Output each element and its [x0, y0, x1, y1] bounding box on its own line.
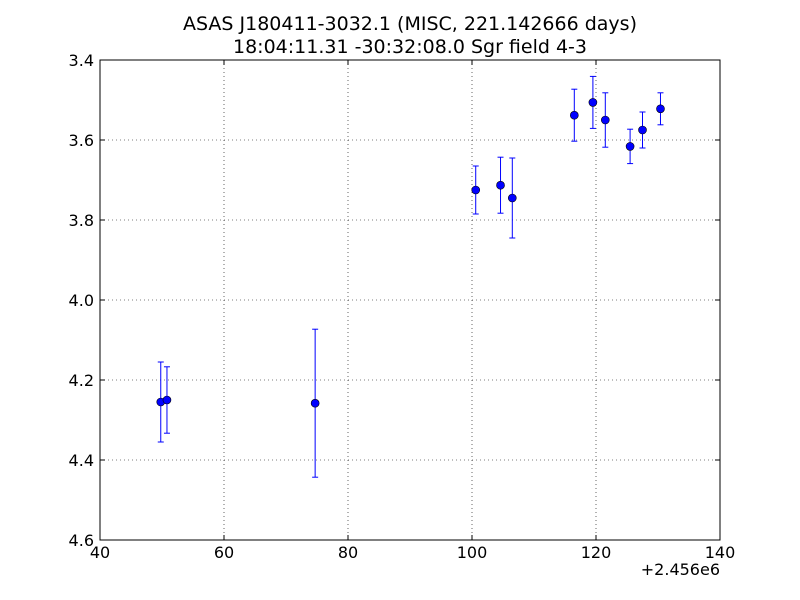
data-point [588, 98, 598, 107]
y-tick-label: 4.6 [69, 531, 94, 550]
y-tick-label: 4.2 [69, 371, 94, 390]
y-tick-label: 3.8 [69, 211, 94, 230]
chart-title: ASAS J180411-3032.1 (MISC, 221.142666 da… [183, 13, 637, 35]
x-offset-label: +2.456e6 [641, 560, 720, 579]
data-point [600, 115, 610, 125]
x-tick-label: 60 [214, 543, 234, 562]
x-tick-label: 140 [705, 543, 736, 562]
y-tick-label: 4.4 [69, 451, 94, 470]
x-tick-labels: 40 60 80 100 120 140 [90, 543, 735, 562]
y-tick-label: 3.4 [69, 51, 94, 70]
grid [100, 60, 720, 540]
axis-ticks [99, 59, 721, 541]
data-point [496, 180, 505, 190]
y-tick-labels: 3.4 3.6 3.8 4.0 4.2 4.4 4.6 [69, 51, 94, 550]
y-tick-label: 3.6 [69, 131, 94, 150]
chart-subtitle: 18:04:11.31 -30:32:08.0 Sgr field 4-3 [233, 36, 587, 58]
x-tick-label: 80 [338, 543, 358, 562]
data-point [507, 193, 517, 203]
x-tick-label: 120 [581, 543, 612, 562]
data-point [471, 185, 481, 195]
data-point [638, 125, 647, 135]
data-point [625, 142, 635, 151]
data-point [656, 104, 665, 114]
y-tick-label: 4.0 [69, 291, 94, 310]
data-point [162, 395, 172, 405]
x-tick-label: 40 [90, 543, 110, 562]
error-bars [157, 75, 664, 478]
data-point [569, 110, 579, 120]
data-points [156, 98, 665, 408]
x-tick-label: 100 [457, 543, 488, 562]
data-point [310, 398, 320, 408]
